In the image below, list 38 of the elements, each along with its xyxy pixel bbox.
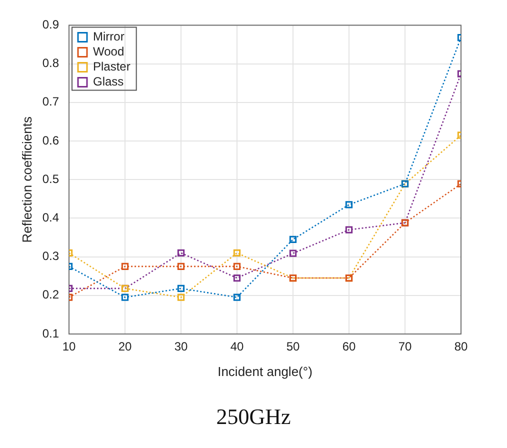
x-tick-label: 40	[230, 340, 244, 354]
y-tick-label: 0.9	[42, 18, 60, 32]
x-tick-label: 30	[174, 340, 188, 354]
point	[345, 201, 353, 208]
legend-label: Glass	[93, 74, 124, 89]
y-tick-label: 0.6	[42, 133, 60, 148]
y-tick-label: 0.4	[42, 210, 60, 225]
y-axis-title: Reflection coefficients	[19, 116, 34, 243]
x-tick-label: 10	[62, 340, 76, 354]
point	[233, 274, 241, 282]
x-tick-label: 20	[118, 340, 132, 354]
x-tick-label: 60	[342, 340, 356, 354]
point	[121, 294, 129, 301]
point	[177, 249, 185, 257]
legend-label: Wood	[93, 44, 124, 59]
point	[177, 294, 185, 301]
point	[233, 249, 241, 257]
legend-label: Plaster	[93, 60, 130, 74]
y-tick-label: 0.8	[42, 56, 60, 70]
x-tick-label: 70	[398, 340, 412, 354]
point	[345, 226, 353, 234]
text: 250GHz	[215, 404, 292, 430]
y-tick-label: 0.1	[42, 326, 60, 340]
point	[233, 294, 241, 301]
point	[289, 236, 297, 244]
point	[121, 262, 129, 270]
x-axis-title: Incident angle(°)	[218, 364, 312, 379]
y-tick-label: 0.5	[42, 172, 60, 186]
y-tick-label: 0.3	[42, 249, 60, 264]
point	[289, 250, 297, 257]
point	[233, 262, 241, 270]
legend-label: Mirror	[93, 30, 124, 44]
x-tick-label: 50	[286, 340, 300, 354]
point	[177, 262, 185, 270]
x-tick-label: 80	[454, 340, 468, 354]
y-tick-label: 0.7	[42, 94, 60, 109]
point	[177, 284, 185, 292]
y-tick-label: 0.2	[42, 288, 60, 302]
